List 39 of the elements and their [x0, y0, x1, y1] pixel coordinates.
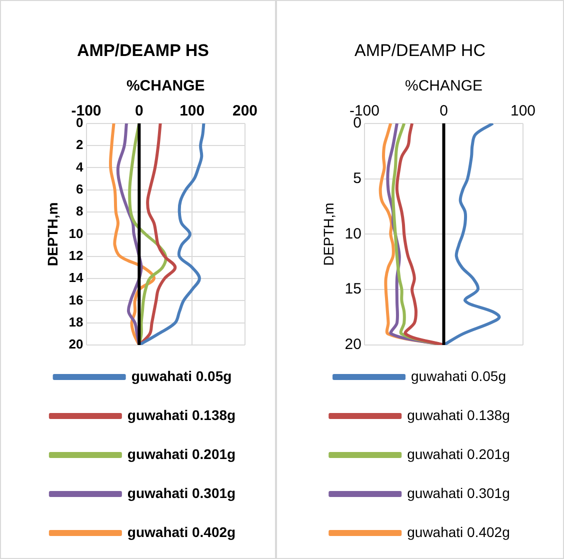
legend-label: guwahati 0.301g — [407, 484, 510, 501]
legend-label: guwahati 0.05g — [411, 368, 506, 384]
legend-label: guwahati 0.301g — [127, 484, 236, 501]
y-tick-label: 0 — [76, 114, 84, 130]
legend-label: guwahati 0.05g — [131, 368, 232, 384]
y-tick-label: 12 — [68, 248, 84, 263]
y-tick-label: 10 — [344, 225, 362, 242]
y-axis-title: DEPTH,m — [44, 202, 60, 266]
legend-label: guwahati 0.402g — [127, 524, 236, 540]
x-tick-label: 100 — [510, 102, 536, 120]
line-series — [138, 123, 177, 345]
line-series — [138, 123, 206, 345]
x-axis-title: %CHANGE — [404, 78, 482, 95]
y-tick-label: 10 — [68, 226, 84, 241]
y-tick-label: 18 — [68, 314, 84, 330]
line-series — [442, 123, 501, 345]
y-tick-label: 6 — [76, 181, 84, 196]
y-tick-label: 8 — [76, 204, 84, 219]
legend-label: guwahati 0.402g — [407, 524, 510, 540]
y-tick-label: 15 — [344, 280, 362, 298]
y-tick-label: 2 — [76, 137, 84, 152]
x-tick-label: 0 — [440, 102, 448, 120]
legend-label: guwahati 0.138g — [127, 406, 236, 423]
y-tick-label: 20 — [344, 336, 362, 354]
legend-label: guwahati 0.201g — [407, 446, 510, 462]
y-tick-label: 4 — [76, 159, 84, 174]
y-axis-title: DEPTH,m — [320, 202, 336, 266]
legend-label: guwahati 0.201g — [127, 446, 236, 462]
y-tick-label: 20 — [68, 336, 84, 352]
x-tick-label: 100 — [180, 102, 205, 120]
x-tick-label: 200 — [232, 102, 258, 120]
legend-label: guwahati 0.138g — [407, 406, 510, 423]
y-tick-label: 5 — [353, 170, 362, 187]
y-tick-label: 16 — [68, 292, 84, 308]
x-axis-title: %CHANGE — [126, 78, 205, 95]
chart-title: AMP/DEAMP HS — [77, 40, 209, 60]
y-tick-label: 14 — [68, 270, 84, 286]
x-tick-label: 0 — [135, 102, 144, 120]
chart-title: AMP/DEAMP HC — [354, 40, 486, 60]
